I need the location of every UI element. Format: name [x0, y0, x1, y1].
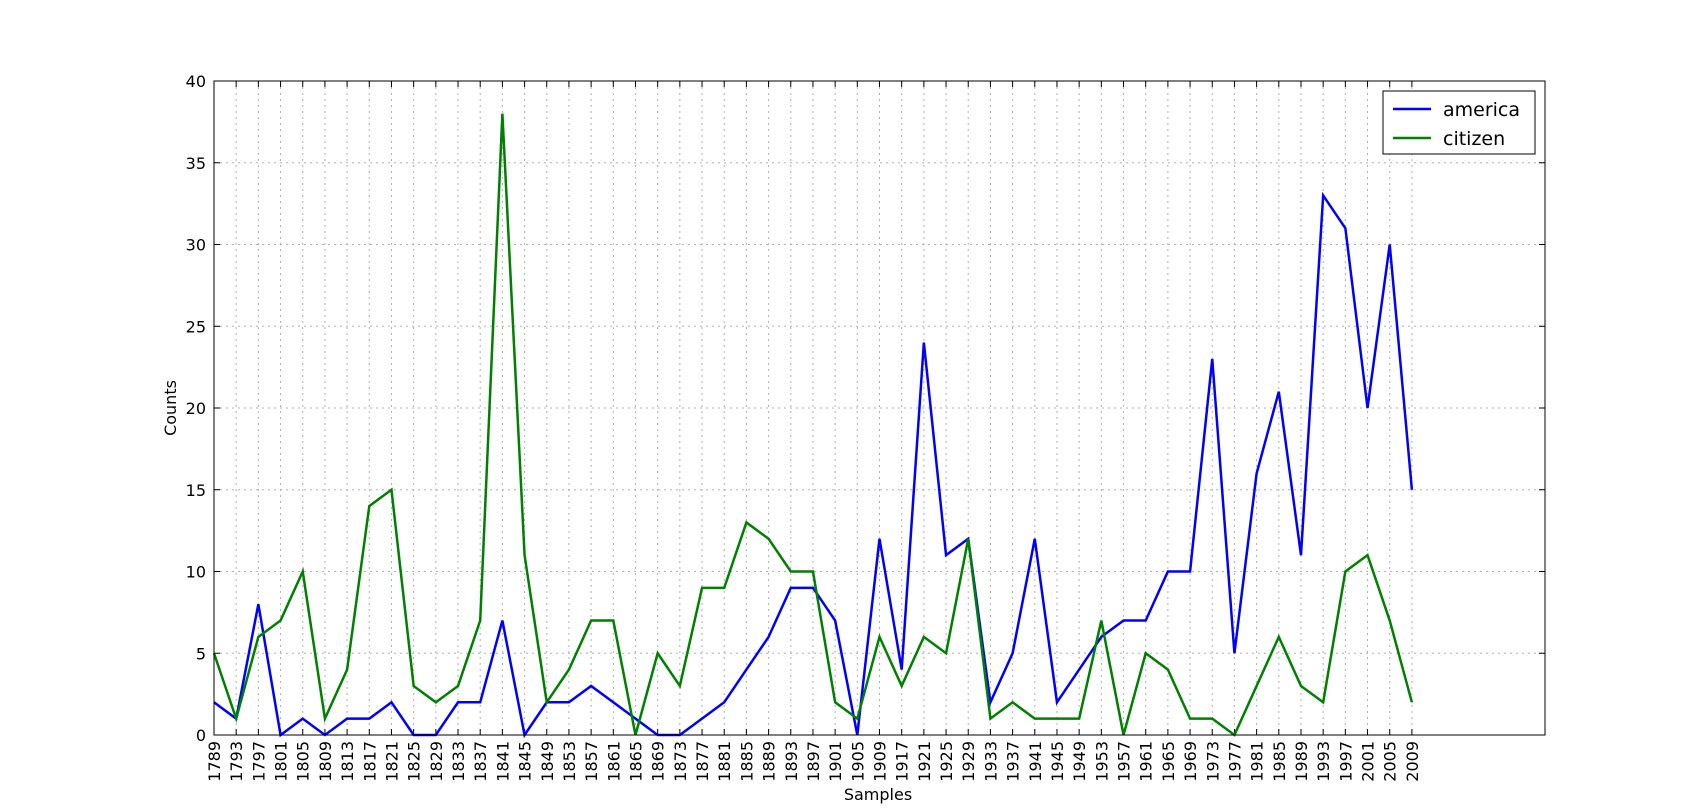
x-tick-label: 1841	[493, 741, 512, 782]
x-tick-label: 1977	[1225, 741, 1244, 782]
x-tick-label: 1813	[338, 741, 357, 782]
x-tick-label: 1789	[205, 741, 224, 782]
y-axis-label: Counts	[161, 380, 180, 436]
x-tick-label: 1845	[516, 741, 535, 782]
y-tick-label: 35	[186, 154, 206, 173]
x-tick-label: 1865	[626, 741, 645, 782]
x-tick-label: 1801	[272, 741, 291, 782]
x-tick-label: 1873	[671, 741, 690, 782]
x-tick-label: 1853	[560, 741, 579, 782]
x-tick-label: 1961	[1137, 741, 1156, 782]
x-tick-label: 1917	[893, 741, 912, 782]
x-tick-label: 1901	[826, 741, 845, 782]
x-tick-label: 1885	[737, 741, 756, 782]
x-tick-label: 1833	[449, 741, 468, 782]
x-tick-label: 1837	[471, 741, 490, 782]
x-tick-label: 2009	[1403, 741, 1422, 782]
x-tick-label: 1825	[405, 741, 424, 782]
y-tick-label: 10	[186, 563, 206, 582]
x-tick-label: 1909	[871, 741, 890, 782]
x-tick-label: 2001	[1359, 741, 1378, 782]
x-tick-label: 1797	[249, 741, 268, 782]
x-tick-label: 1965	[1159, 741, 1178, 782]
y-tick-label: 5	[196, 644, 206, 663]
y-tick-label: 15	[186, 481, 206, 500]
x-tick-label: 1973	[1203, 741, 1222, 782]
legend-box	[1382, 90, 1536, 155]
x-tick-label: 1985	[1270, 741, 1289, 782]
x-tick-label: 1889	[760, 741, 779, 782]
x-tick-label: 1829	[427, 741, 446, 782]
x-tick-label: 1957	[1115, 741, 1134, 782]
x-tick-label: 1937	[1004, 741, 1023, 782]
x-tick-label: 1953	[1092, 741, 1111, 782]
x-tick-label: 1897	[804, 741, 823, 782]
x-tick-label: 2005	[1381, 741, 1400, 782]
x-tick-label: 1881	[715, 741, 734, 782]
y-tick-label: 20	[186, 399, 206, 418]
x-tick-label: 1993	[1314, 741, 1333, 782]
x-tick-label: 1969	[1181, 741, 1200, 782]
x-tick-label: 1793	[227, 741, 246, 782]
x-tick-label: 1989	[1292, 741, 1311, 782]
x-tick-label: 1997	[1336, 741, 1355, 782]
x-tick-label: 1805	[294, 741, 313, 782]
x-tick-label: 1861	[604, 741, 623, 782]
y-tick-label: 30	[186, 236, 206, 255]
y-tick-label: 25	[186, 317, 206, 336]
y-tick-label: 0	[196, 726, 206, 745]
x-tick-label: 1925	[937, 741, 956, 782]
x-tick-label: 1949	[1070, 741, 1089, 782]
legend-label: america	[1443, 99, 1520, 121]
x-tick-label: 1893	[782, 741, 801, 782]
x-tick-label: 1817	[360, 741, 379, 782]
x-tick-label: 1945	[1048, 741, 1067, 782]
x-tick-label: 1809	[316, 741, 335, 782]
line-series	[212, 113, 1414, 737]
x-tick-label: 1929	[959, 741, 978, 782]
x-tick-label: 1849	[538, 741, 557, 782]
x-axis-label: Samples	[844, 785, 912, 804]
x-tick-label: 1821	[382, 741, 401, 782]
x-tick-label: 1981	[1248, 741, 1267, 782]
x-tick-label: 1905	[848, 741, 867, 782]
x-tick-label: 1869	[649, 741, 668, 782]
x-tick-label: 1857	[582, 741, 601, 782]
x-tick-label: 1941	[1026, 741, 1045, 782]
x-tick-label: 1921	[915, 741, 934, 782]
x-tick-label: 1877	[693, 741, 712, 782]
y-tick-label: 40	[186, 72, 206, 91]
x-tick-label: 1933	[981, 741, 1000, 782]
legend-label: citizen	[1443, 128, 1505, 150]
plot-frame	[213, 80, 1546, 736]
